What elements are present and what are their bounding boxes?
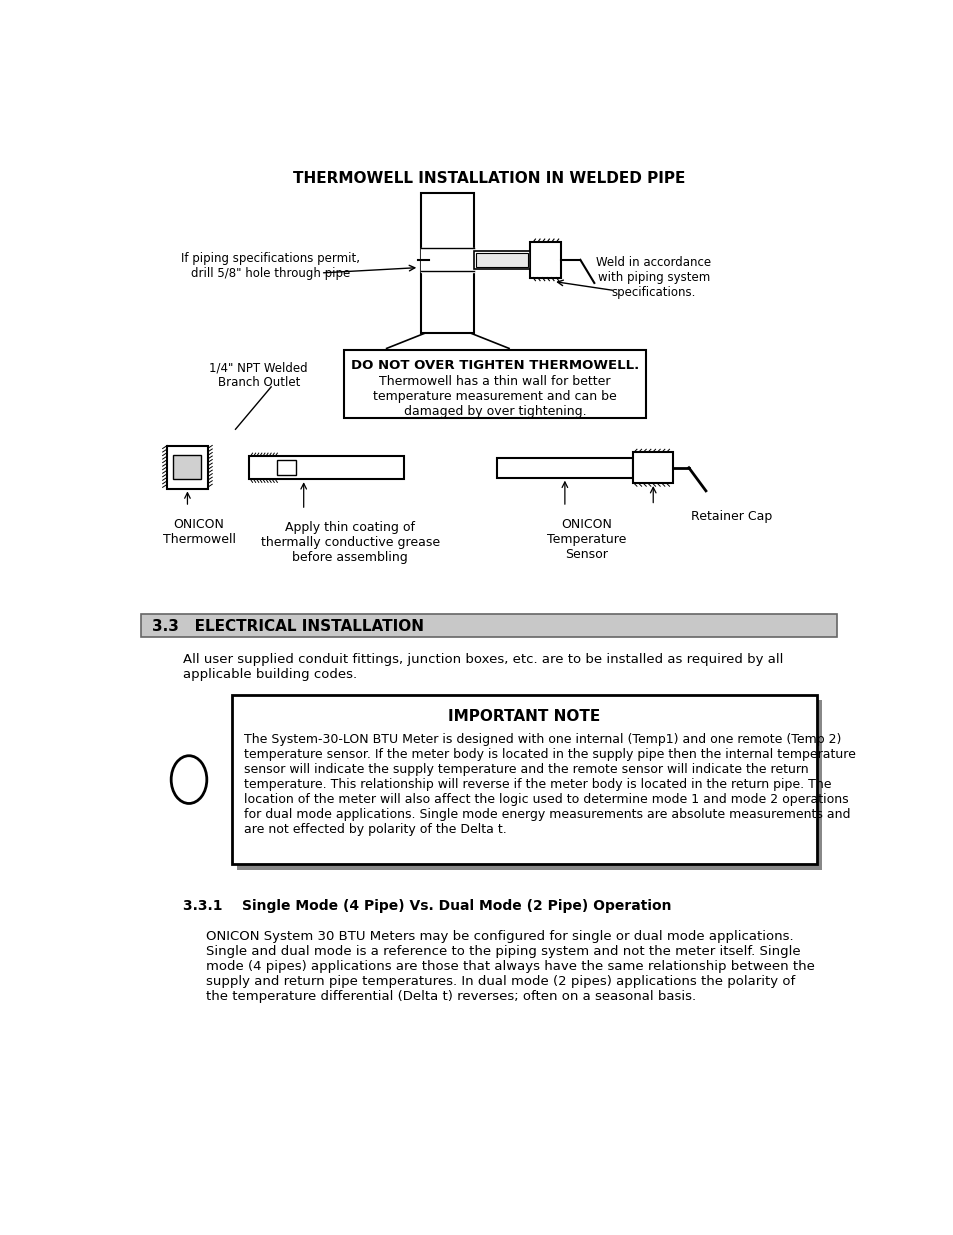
Bar bbox=[344, 350, 645, 417]
Text: All user supplied conduit fittings, junction boxes, etc. are to be installed as : All user supplied conduit fittings, junc… bbox=[183, 652, 782, 680]
Text: 3.3   ELECTRICAL INSTALLATION: 3.3 ELECTRICAL INSTALLATION bbox=[152, 619, 423, 634]
Bar bbox=[530, 242, 560, 278]
Text: 1/4" NPT Welded
Branch Outlet: 1/4" NPT Welded Branch Outlet bbox=[210, 362, 308, 389]
Bar bbox=[497, 458, 633, 478]
Text: 3.3.1    Single Mode (4 Pipe) Vs. Dual Mode (2 Pipe) Operation: 3.3.1 Single Mode (4 Pipe) Vs. Dual Mode… bbox=[183, 899, 671, 913]
Text: Retainer Cap: Retainer Cap bbox=[690, 510, 771, 524]
Text: The System-30-LON BTU Meter is designed with one internal (Temp1) and one remote: The System-30-LON BTU Meter is designed … bbox=[244, 734, 855, 836]
Bar bbox=[173, 456, 201, 479]
Bar bbox=[633, 452, 673, 483]
Bar bbox=[474, 251, 530, 269]
Bar bbox=[167, 446, 208, 489]
Bar bbox=[276, 461, 295, 475]
Text: If piping specifications permit,
drill 5/8" hole through pipe: If piping specifications permit, drill 5… bbox=[181, 252, 359, 280]
Text: Thermowell has a thin wall for better
temperature measurement and can be
damaged: Thermowell has a thin wall for better te… bbox=[373, 374, 617, 417]
Text: DO NOT OVER TIGHTEN THERMOWELL.: DO NOT OVER TIGHTEN THERMOWELL. bbox=[351, 359, 639, 372]
Bar bbox=[421, 193, 474, 333]
Text: IMPORTANT NOTE: IMPORTANT NOTE bbox=[447, 709, 599, 724]
Bar bbox=[249, 456, 404, 479]
Ellipse shape bbox=[171, 756, 207, 804]
Bar bbox=[232, 695, 816, 864]
Bar bbox=[476, 253, 528, 267]
Text: Weld in accordance
with piping system
specifications.: Weld in accordance with piping system sp… bbox=[596, 256, 711, 299]
Text: ONICON
Temperature
Sensor: ONICON Temperature Sensor bbox=[546, 517, 625, 561]
Bar bbox=[141, 614, 836, 637]
Text: THERMOWELL INSTALLATION IN WELDED PIPE: THERMOWELL INSTALLATION IN WELDED PIPE bbox=[293, 172, 684, 186]
Text: ONICON
Thermowell: ONICON Thermowell bbox=[162, 517, 235, 546]
Text: Apply thin coating of
thermally conductive grease
before assembling: Apply thin coating of thermally conducti… bbox=[260, 521, 439, 564]
Bar bbox=[236, 700, 821, 869]
Text: ONICON System 30 BTU Meters may be configured for single or dual mode applicatio: ONICON System 30 BTU Meters may be confi… bbox=[206, 930, 814, 1003]
